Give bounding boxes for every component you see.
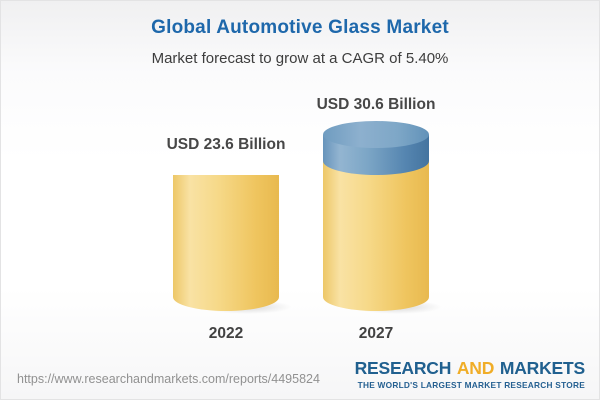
chart-subtitle: Market forecast to grow at a CAGR of 5.4… <box>151 50 449 67</box>
chart-title: Global Automotive Glass Market <box>151 17 449 38</box>
logo-tagline: THE WORLD'S LARGEST MARKET RESEARCH STOR… <box>357 380 585 390</box>
logo-wordmark: RESEARCH AND MARKETS <box>354 358 586 379</box>
bar-2022-value-label: USD 23.6 Billion <box>166 136 286 154</box>
bar-2027-top-ellipse <box>323 121 429 149</box>
bar-2022-body <box>173 175 279 311</box>
logo-word-and: AND <box>456 358 495 378</box>
bar-2027-value-label: USD 30.6 Billion <box>316 96 436 114</box>
logo-word-markets: MARKETS <box>499 358 585 378</box>
bar-2027-category-label: 2027 <box>358 325 394 342</box>
source-url[interactable]: https://www.researchandmarkets.com/repor… <box>17 372 320 386</box>
logo-word-research: RESEARCH <box>354 358 452 378</box>
research-and-markets-logo[interactable]: RESEARCH AND MARKETS THE WORLD'S LARGEST… <box>354 358 586 390</box>
bar-2022-category-label: 2022 <box>208 325 244 342</box>
